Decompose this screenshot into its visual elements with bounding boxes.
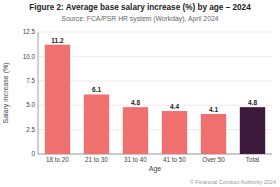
y-tick-label: 5.0 bbox=[26, 101, 35, 108]
data-label: 4.8 bbox=[248, 99, 257, 106]
x-tick-label: 18 to 20 bbox=[46, 156, 69, 163]
data-label: 4.8 bbox=[131, 99, 140, 106]
y-tick-label: 10.0 bbox=[23, 53, 36, 60]
bar bbox=[201, 114, 226, 154]
grid-line bbox=[38, 129, 272, 130]
bar bbox=[123, 107, 148, 154]
y-axis-line bbox=[38, 32, 39, 154]
bars bbox=[45, 45, 265, 154]
y-tick-label: 2.5 bbox=[26, 126, 35, 133]
title: Figure 2: Average base salary increase (… bbox=[29, 3, 251, 12]
chart: Figure 2: Average base salary increase (… bbox=[0, 0, 280, 187]
y-axis-label: Salary increase (%) bbox=[2, 62, 10, 123]
bar bbox=[240, 107, 265, 154]
x-tick-label: 31 to 40 bbox=[124, 156, 147, 163]
x-tick-label: Total bbox=[246, 156, 259, 163]
data-label: 4.4 bbox=[170, 103, 179, 110]
data-label: 11.2 bbox=[51, 37, 64, 44]
y-tick-label: 0 bbox=[31, 150, 35, 157]
grid-line bbox=[38, 80, 272, 81]
y-tick-label: 7.5 bbox=[26, 77, 35, 84]
grid-line bbox=[38, 154, 272, 155]
bar bbox=[162, 111, 187, 154]
x-tick-label: 21 to 30 bbox=[85, 156, 108, 163]
x-tick-label: 41 to 50 bbox=[163, 156, 186, 163]
grid-line bbox=[38, 105, 272, 106]
grid-line bbox=[38, 56, 272, 57]
annotation: © Financial Conduct Authority 2024 bbox=[190, 179, 276, 185]
y-tick-label: 12.5 bbox=[23, 28, 36, 35]
x-tick-label: Over 50 bbox=[202, 156, 225, 163]
grid-line bbox=[38, 32, 272, 33]
x-axis-line bbox=[38, 154, 272, 155]
bar bbox=[45, 45, 70, 154]
bar bbox=[84, 94, 109, 154]
data-label: 4.1 bbox=[209, 106, 218, 113]
subtitle: Source: FCA/PSR HR system (Workday), Apr… bbox=[61, 15, 218, 23]
data-label: 6.1 bbox=[92, 86, 101, 93]
x-axis-label: Age bbox=[149, 165, 162, 173]
